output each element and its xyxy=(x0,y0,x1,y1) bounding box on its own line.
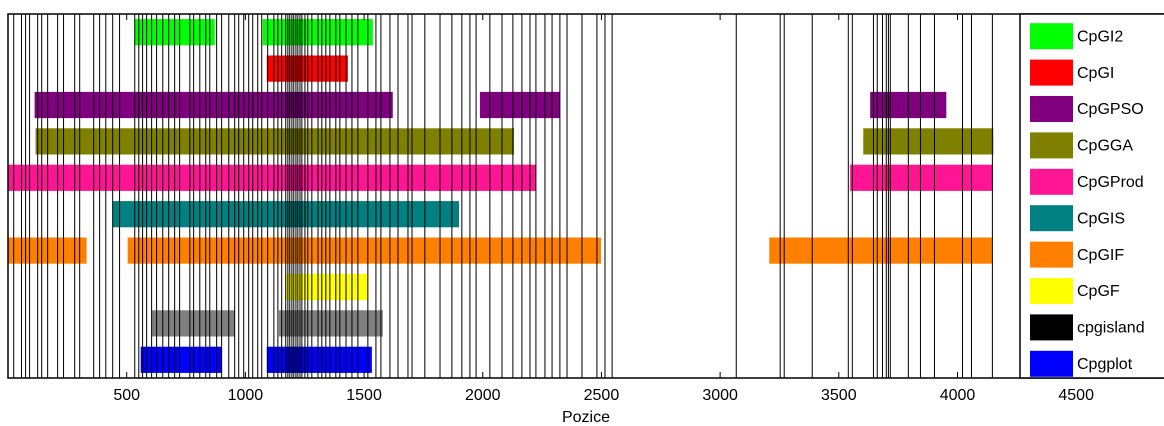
x-tick-label: 1000 xyxy=(228,387,264,404)
legend-label: CpGI2 xyxy=(1077,28,1123,45)
x-tick-label: 500 xyxy=(113,387,140,404)
legend-swatch xyxy=(1030,23,1073,50)
legend-swatch xyxy=(1030,205,1073,232)
legend-swatch xyxy=(1030,278,1073,304)
x-tick-label: 3000 xyxy=(702,387,738,404)
range-bar xyxy=(140,346,222,373)
legend-label: CpGIS xyxy=(1077,210,1125,227)
x-tick-label: 4000 xyxy=(940,387,976,404)
range-bar xyxy=(278,310,383,337)
range-bar xyxy=(266,346,372,373)
range-bar xyxy=(285,273,368,301)
legend-label: cpgisland xyxy=(1077,320,1145,337)
legend-label: CpGPSO xyxy=(1077,101,1144,118)
legend-swatch xyxy=(1030,241,1073,268)
x-axis-label: Pozice xyxy=(562,409,610,426)
x-tick-label: 2000 xyxy=(465,387,501,404)
legend-label: Cpgplot xyxy=(1077,356,1133,373)
range-bar xyxy=(35,128,515,155)
plot-frame xyxy=(7,13,1164,379)
legend-label: CpGI xyxy=(1077,65,1114,82)
x-tick-label: 2500 xyxy=(584,387,620,404)
legend-label: CpGIF xyxy=(1077,247,1124,264)
range-bar xyxy=(769,237,993,264)
range-bar xyxy=(479,91,560,119)
range-bar xyxy=(8,164,536,191)
legend-swatch xyxy=(1030,168,1073,195)
legend-label: CpGProd xyxy=(1077,174,1144,191)
legend-label: CpGGA xyxy=(1077,138,1133,155)
x-tick-label: 4500 xyxy=(1058,387,1094,404)
legend-swatch xyxy=(1030,314,1073,341)
legend-swatch xyxy=(1030,59,1073,86)
x-tick-label: 1500 xyxy=(346,387,382,404)
range-bar xyxy=(34,91,393,119)
x-tick-label: 3500 xyxy=(821,387,857,404)
legend-swatch xyxy=(1030,350,1073,377)
legend-swatch xyxy=(1030,132,1073,159)
legend-swatch xyxy=(1030,96,1073,122)
legend-label: CpGF xyxy=(1077,283,1120,300)
